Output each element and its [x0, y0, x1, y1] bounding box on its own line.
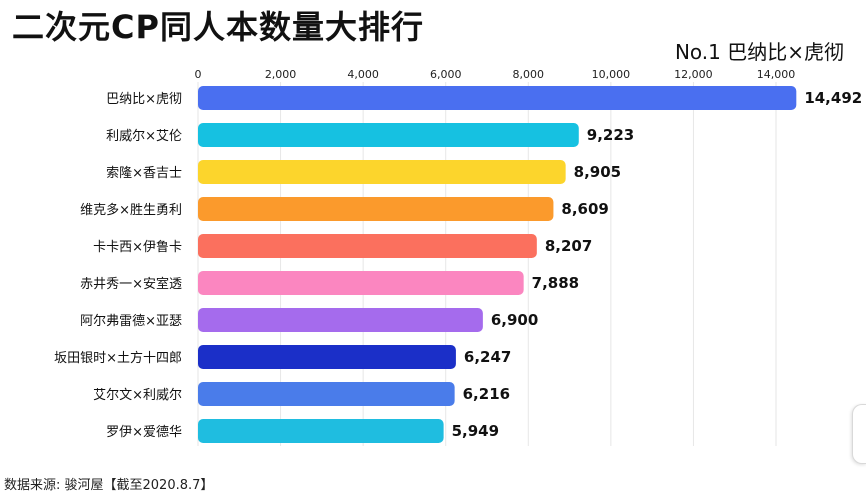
- x-tick-label: 2,000: [265, 68, 297, 81]
- bar: [198, 271, 524, 295]
- leader-label: No.1 巴纳比×虎彻: [674, 40, 844, 64]
- bar: [198, 345, 456, 369]
- bar: [198, 419, 444, 443]
- bar: [198, 234, 537, 258]
- bar: [198, 86, 797, 110]
- bar: [198, 160, 566, 184]
- chart-title: 二次元CP同人本数量大排行: [12, 8, 424, 46]
- bar: [198, 382, 455, 406]
- value-label: 6,247: [464, 348, 511, 366]
- value-label: 8,207: [545, 237, 592, 255]
- category-label: 卡卡西×伊鲁卡: [93, 240, 182, 255]
- category-label: 维克多×胜生勇利: [80, 202, 182, 218]
- category-label: 坂田银时×土方十四郎: [54, 350, 182, 366]
- bars: [198, 86, 797, 443]
- side-panel-handle[interactable]: [852, 404, 866, 464]
- value-label: 7,888: [532, 274, 579, 292]
- value-label: 8,609: [561, 200, 608, 218]
- x-tick-label: 8,000: [513, 68, 545, 81]
- x-tick-label: 14,000: [757, 68, 796, 81]
- value-label: 5,949: [452, 422, 499, 440]
- x-tick-label: 10,000: [592, 68, 631, 81]
- category-label: 索隆×香吉士: [106, 166, 182, 181]
- x-axis-ticks: 0 2,000 4,000 6,000 8,000 10,000 12,000 14,000: [195, 68, 796, 81]
- bar: [198, 123, 579, 147]
- category-label: 利威尔×艾伦: [106, 129, 182, 144]
- x-tick-label: 4,000: [347, 68, 379, 81]
- category-labels: 巴纳比×虎彻利威尔×艾伦索隆×香吉士维克多×胜生勇利卡卡西×伊鲁卡赤井秀一×安室…: [54, 92, 182, 440]
- x-tick-label: 12,000: [674, 68, 713, 81]
- category-label: 赤井秀一×安室透: [80, 276, 182, 292]
- x-tick-label: 6,000: [430, 68, 462, 81]
- data-source-note: 数据来源: 骏河屋【截至2020.8.7】: [4, 478, 214, 493]
- bar: [198, 308, 483, 332]
- value-label: 6,900: [491, 311, 538, 329]
- category-label: 巴纳比×虎彻: [106, 92, 182, 107]
- value-label: 14,492: [804, 89, 862, 107]
- value-labels: 14,492 9,223 8,905 8,609 8,207 7,888 6,900 6,24…: [452, 89, 863, 440]
- bar: [198, 197, 554, 221]
- category-label: 艾尔文×利威尔: [93, 388, 182, 403]
- value-label: 8,905: [574, 163, 621, 181]
- value-label: 9,223: [587, 126, 634, 144]
- x-tick-label: 0: [195, 68, 202, 81]
- value-label: 6,216: [463, 385, 510, 403]
- category-label: 阿尔弗雷德×亚瑟: [80, 314, 182, 329]
- category-label: 罗伊×爱德华: [106, 425, 182, 440]
